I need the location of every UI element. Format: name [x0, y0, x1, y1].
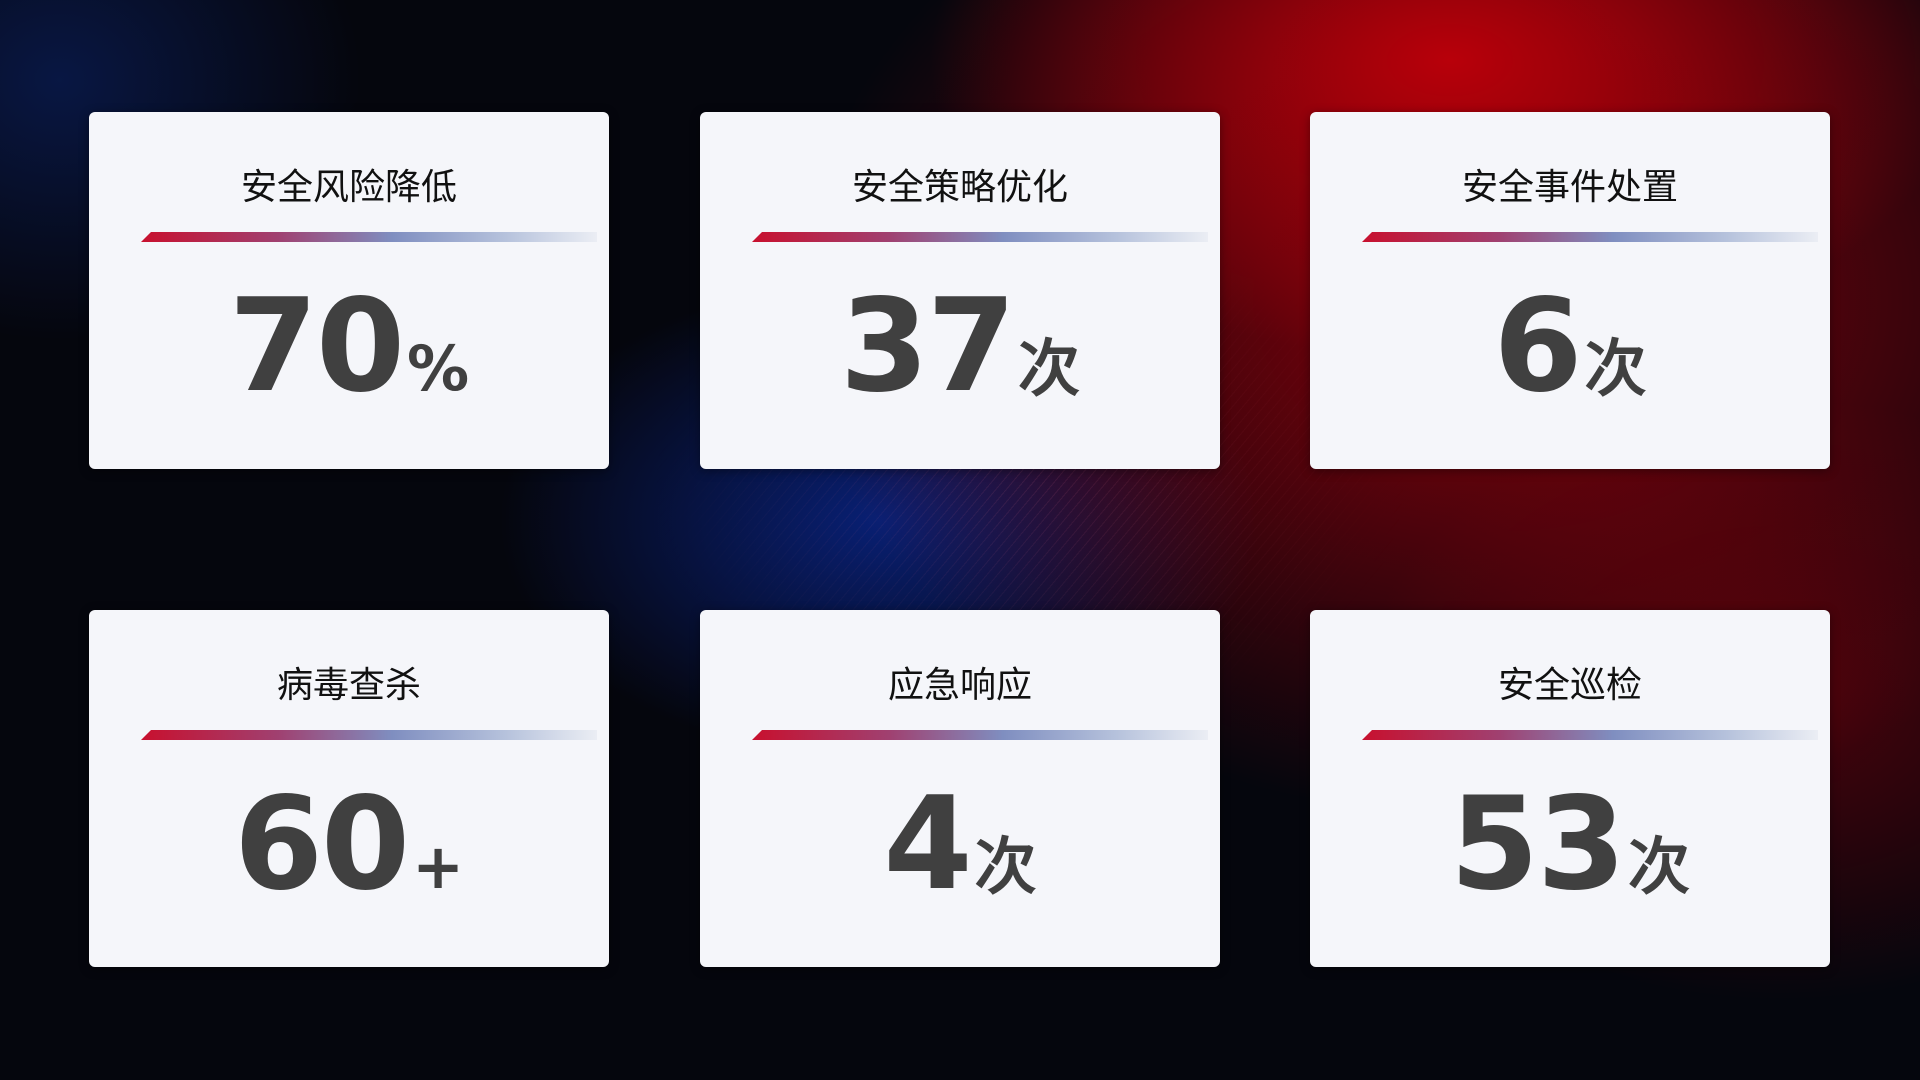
- card-title: 安全风险降低: [240, 167, 457, 208]
- value-number: 70: [228, 272, 405, 421]
- card-value: 53次: [1310, 770, 1830, 919]
- card-title: 安全策略优化: [851, 167, 1068, 208]
- card-value: 37次: [700, 272, 1220, 421]
- stat-card-emergency-response: 应急响应 4次: [700, 610, 1220, 967]
- stat-card-virus-removal: 病毒查杀 60+: [89, 610, 609, 967]
- value-unit: 次: [1584, 332, 1647, 405]
- card-title: 安全事件处置: [1461, 167, 1678, 208]
- stat-card-security-patrol: 安全巡检 53次: [1310, 610, 1830, 967]
- card-divider-bar: [141, 232, 597, 242]
- stat-card-policy-optimization: 安全策略优化 37次: [700, 112, 1220, 469]
- card-divider-bar: [1362, 730, 1818, 740]
- stat-card-incident-handling: 安全事件处置 6次: [1310, 112, 1830, 469]
- value-unit: 次: [1628, 830, 1691, 903]
- stat-card-risk-reduction: 安全风险降低 70%: [89, 112, 609, 469]
- card-value: 70%: [89, 272, 609, 421]
- card-divider-bar: [1362, 232, 1818, 242]
- card-value: 60+: [89, 770, 609, 919]
- value-unit: 次: [974, 830, 1037, 903]
- value-number: 6: [1493, 272, 1582, 421]
- card-value: 4次: [700, 770, 1220, 919]
- value-number: 60: [233, 770, 410, 919]
- value-number: 37: [839, 272, 1016, 421]
- card-title: 病毒查杀: [276, 665, 421, 706]
- value-unit: +: [412, 830, 465, 903]
- card-title: 应急响应: [887, 665, 1032, 706]
- card-value: 6次: [1310, 272, 1830, 421]
- card-title: 安全巡检: [1497, 665, 1642, 706]
- value-unit: %: [407, 332, 470, 405]
- value-number: 4: [883, 770, 972, 919]
- value-number: 53: [1449, 770, 1626, 919]
- card-divider-bar: [141, 730, 597, 740]
- card-divider-bar: [752, 232, 1208, 242]
- card-divider-bar: [752, 730, 1208, 740]
- value-unit: 次: [1018, 332, 1081, 405]
